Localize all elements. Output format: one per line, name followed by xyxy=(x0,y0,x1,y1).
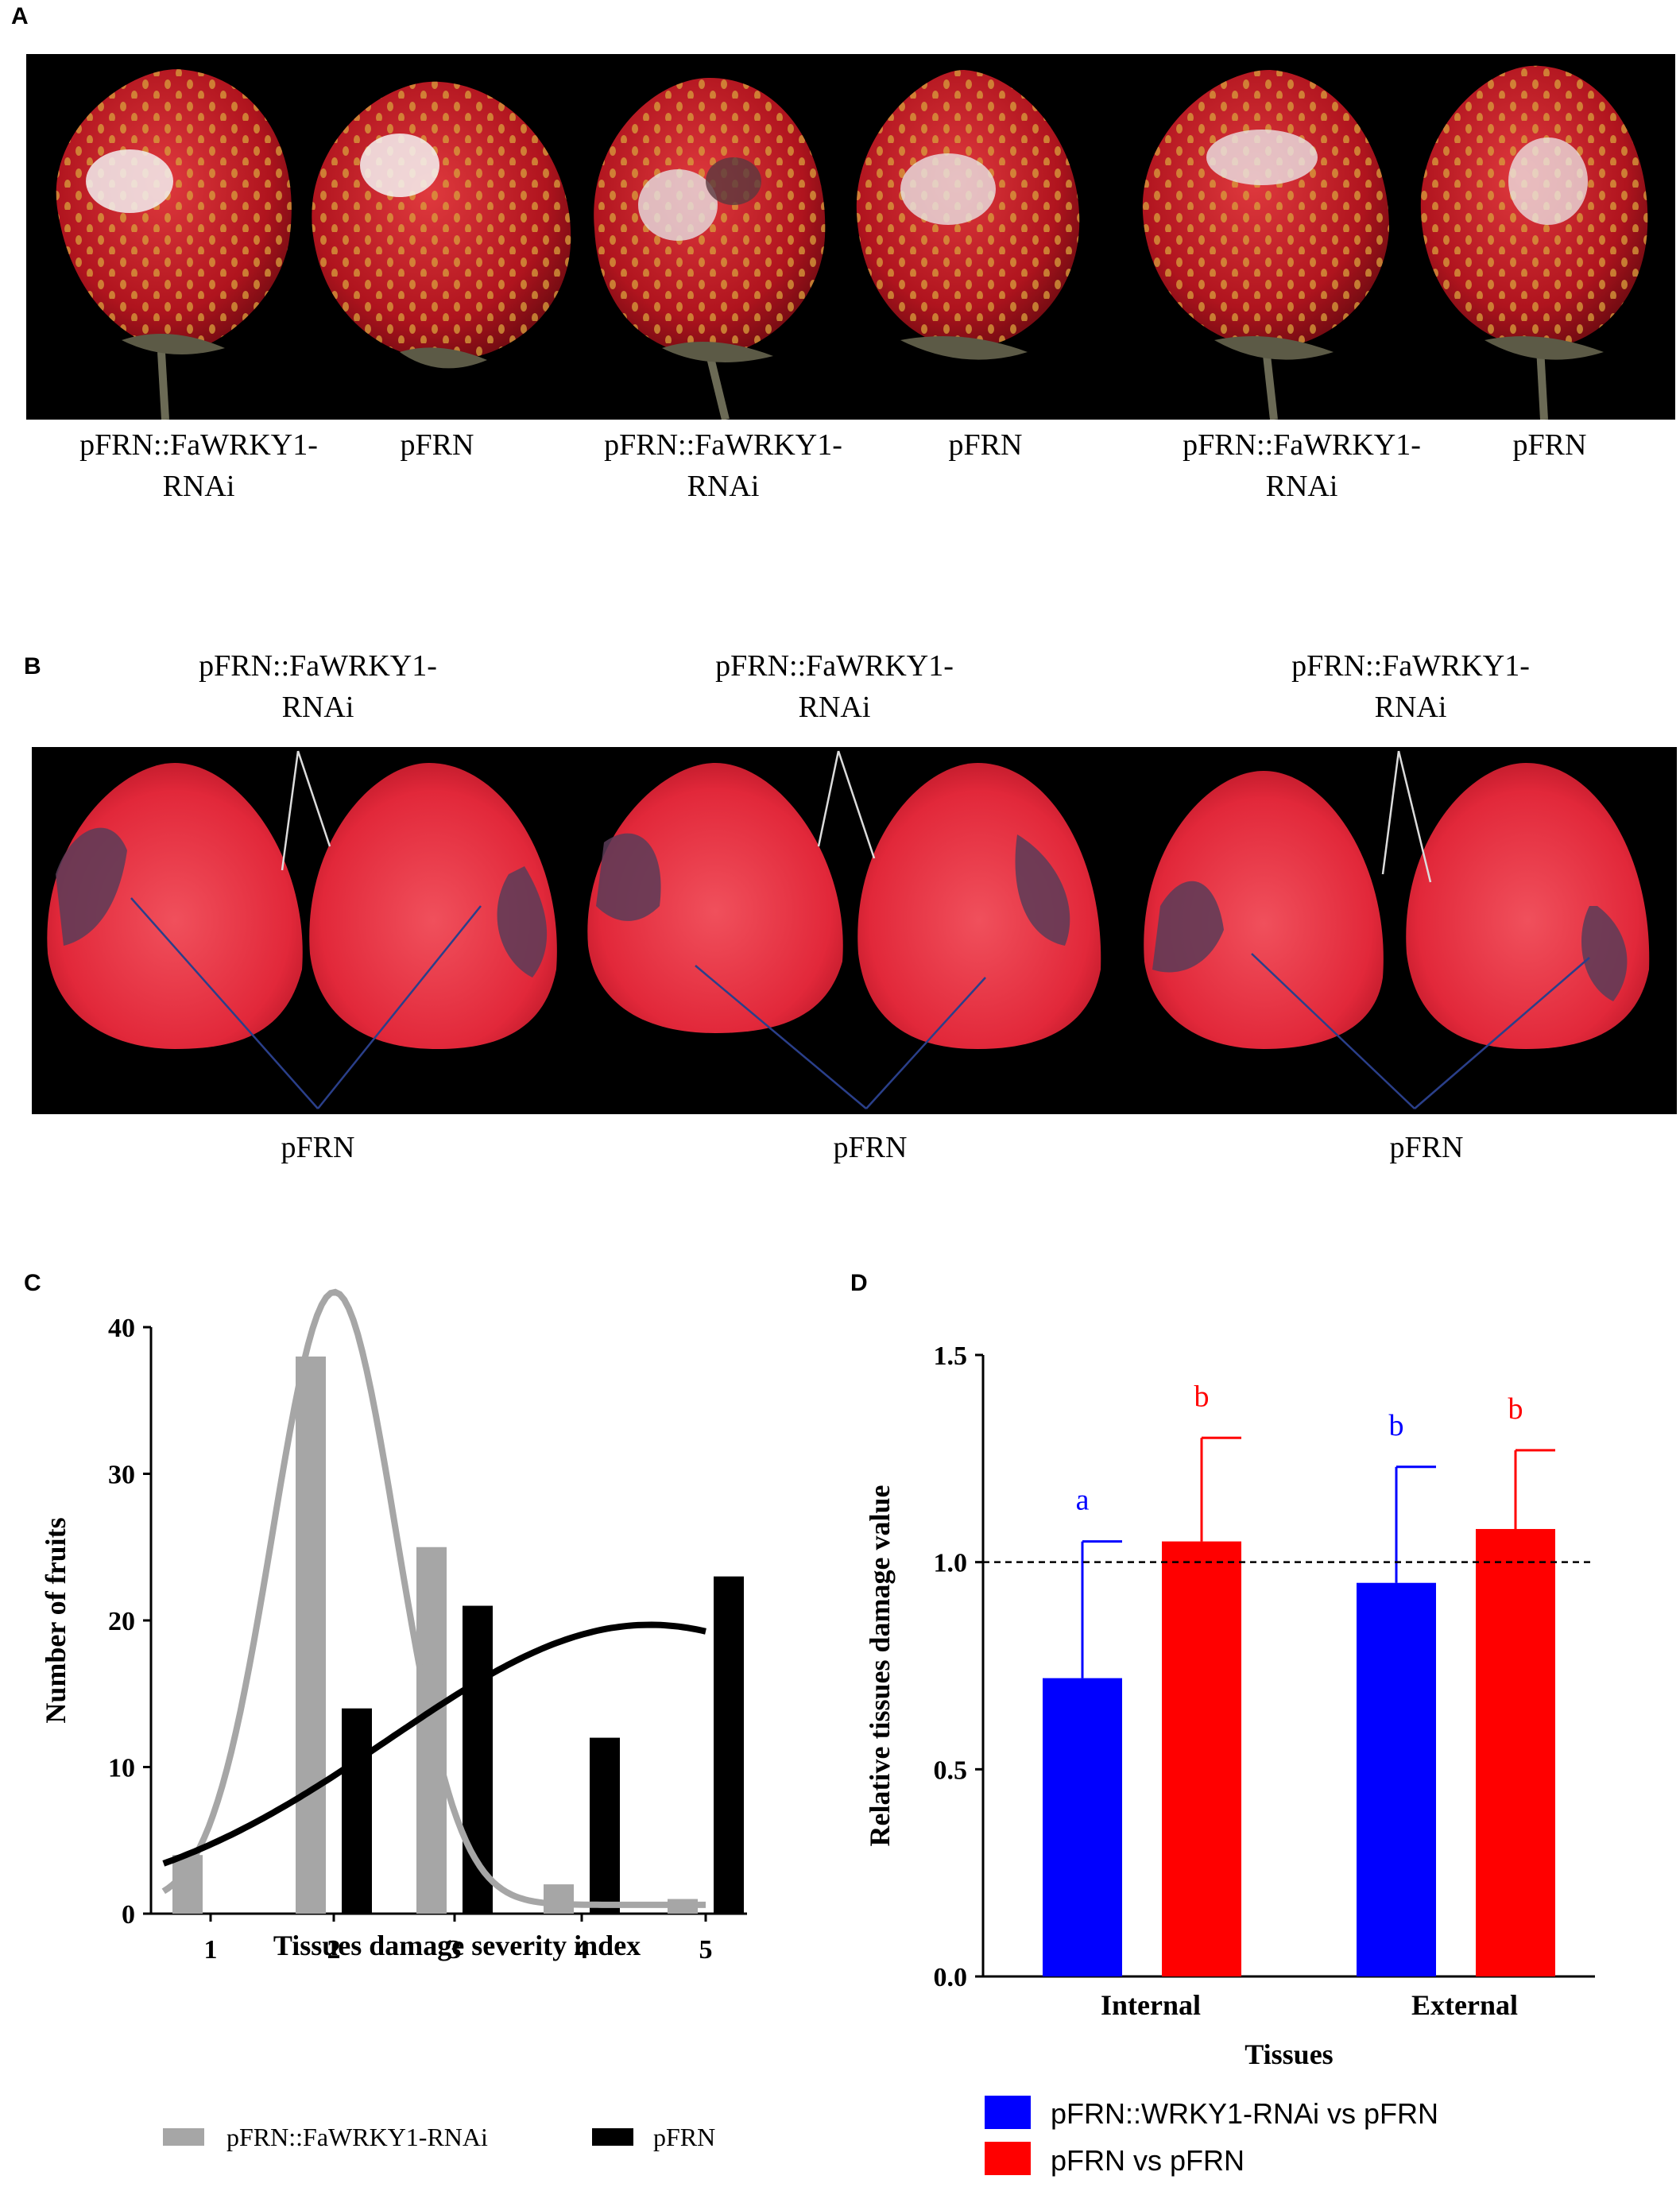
bar-rnai xyxy=(1043,1678,1122,1976)
significance-letter: a xyxy=(1076,1484,1090,1517)
fruit-4 xyxy=(856,70,1080,360)
x-tick-label: Internal xyxy=(1101,1989,1201,2021)
panel-a-photo xyxy=(26,54,1127,421)
y-tick-label: 10 xyxy=(108,1754,135,1783)
y-tick-label: 30 xyxy=(108,1461,135,1490)
section-pair-2 xyxy=(587,763,1101,1049)
fruit-5 xyxy=(1142,70,1389,420)
bar-pfrn xyxy=(590,1737,620,1914)
panel-a-label-4: pFRN xyxy=(948,428,1023,462)
fit-curve-rnai xyxy=(161,1288,706,1908)
y-tick-label: 20 xyxy=(108,1607,135,1636)
panel-a-label-1: pFRN::FaWRKY1- RNAi xyxy=(79,428,318,503)
strawberry-cross-sections-image xyxy=(47,750,1650,1109)
fruit-3 xyxy=(594,78,826,421)
y-tick-label: 0.5 xyxy=(934,1756,968,1785)
x-tick-label: 3 xyxy=(448,1935,462,1965)
fruit-2 xyxy=(312,81,571,369)
panel-b-letter: B xyxy=(24,653,41,679)
fruit-6 xyxy=(1420,65,1648,420)
x-axis-title: Tissues xyxy=(1245,2038,1333,2070)
fit-curve-pfrn xyxy=(162,1621,706,1867)
chart-c: 0 10 20 30 40 1 2 3 4 5 Tissues damage severity in… xyxy=(40,1288,747,2151)
legend-swatch-pfrn xyxy=(592,2128,633,2146)
legend-label-pfrn: pFRN xyxy=(653,2123,715,2151)
bar-rnai xyxy=(1357,1582,1436,1976)
y-tick-label: 0.0 xyxy=(934,1963,968,1992)
section-pair-1 xyxy=(47,763,557,1049)
panel-b-top-label-1: pFRN::FaWRKY1- RNAi xyxy=(199,649,437,724)
bar-pfrn xyxy=(342,1708,372,1914)
legend-label-pfrn: pFRN vs pFRN xyxy=(1051,2144,1245,2177)
significance-letter: b xyxy=(1389,1409,1404,1442)
y-axis-title: Number of fruits xyxy=(40,1517,72,1723)
blue-arrows xyxy=(130,897,1590,1109)
bar-rnai xyxy=(544,1884,574,1914)
fruit-1 xyxy=(56,69,292,420)
legend-label-rnai: pFRN::FaWRKY1-RNAi xyxy=(226,2123,488,2151)
y-axis-title: Relative tissues damage value xyxy=(864,1485,896,1847)
panel-b-bottom-label-2: pFRN xyxy=(833,1131,908,1164)
x-tick-label: External xyxy=(1411,1989,1518,2021)
panel-a-letter: A xyxy=(11,3,29,29)
significance-letter: b xyxy=(1194,1380,1210,1413)
strawberry-fruits-image xyxy=(56,69,1080,421)
section-pair-3 xyxy=(1144,763,1650,1049)
panel-a-photo-right xyxy=(1127,54,1675,420)
y-tick-label: 1.0 xyxy=(934,1549,968,1578)
y-tick-label: 40 xyxy=(108,1314,135,1343)
panel-a-label-6: pFRN xyxy=(1512,428,1587,462)
panel-d-letter: D xyxy=(850,1270,868,1296)
legend-label-rnai: pFRN::WRKY1-RNAi vs pFRN xyxy=(1051,2097,1438,2130)
panel-c-letter: C xyxy=(24,1270,41,1296)
bar-pfrn xyxy=(1162,1541,1241,1976)
legend-swatch-pfrn xyxy=(985,2142,1031,2175)
significance-letter: b xyxy=(1508,1392,1523,1426)
x-tick-label: 4 xyxy=(575,1935,589,1965)
chart-d: 0.0 0.5 1.0 1.5 Internal External a b b b Tissues R… xyxy=(864,1341,1595,2177)
panel-b-top-label-3: pFRN::FaWRKY1- RNAi xyxy=(1291,649,1530,724)
strawberry-fruits-image-right xyxy=(1142,65,1648,420)
panel-b-bottom-label-3: pFRN xyxy=(1389,1131,1464,1164)
bar-rnai xyxy=(296,1356,326,1914)
legend-swatch-rnai xyxy=(163,2128,204,2146)
panel-b-photo xyxy=(32,747,1677,1114)
panel-b-top-label-2: pFRN::FaWRKY1- RNAi xyxy=(715,649,954,724)
panel-b-bottom-label-1: pFRN xyxy=(281,1131,355,1164)
bar-pfrn xyxy=(1476,1528,1555,1976)
y-tick-label: 0 xyxy=(122,1900,135,1930)
x-tick-label: 1 xyxy=(204,1935,218,1965)
y-tick-label: 1.5 xyxy=(934,1341,968,1371)
x-axis-title: Tissues damage severity index xyxy=(273,1930,641,1961)
panel-a-label-3: pFRN::FaWRKY1- RNAi xyxy=(604,428,842,503)
white-arrows xyxy=(281,750,1432,883)
legend-swatch-rnai xyxy=(985,2096,1031,2129)
bar-pfrn xyxy=(714,1576,744,1914)
panel-a-label-5: pFRN::FaWRKY1- RNAi xyxy=(1183,428,1421,503)
x-tick-label: 5 xyxy=(699,1935,713,1965)
x-tick-label: 2 xyxy=(327,1935,341,1965)
panel-a-label-2: pFRN xyxy=(400,428,474,462)
